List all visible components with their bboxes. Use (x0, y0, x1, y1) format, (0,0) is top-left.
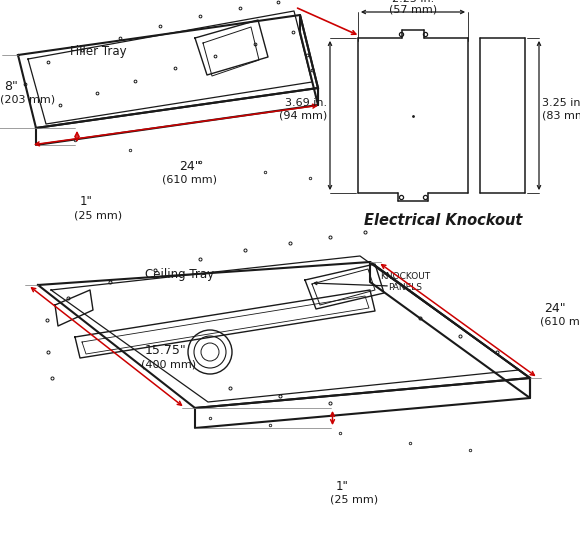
Text: 8": 8" (4, 80, 18, 93)
Text: 1": 1" (80, 195, 93, 208)
Text: 24": 24" (179, 160, 201, 173)
Text: (83 mm): (83 mm) (542, 111, 580, 121)
Text: (94 mm): (94 mm) (279, 111, 327, 121)
Text: (203 mm): (203 mm) (0, 95, 55, 105)
Text: (25 mm): (25 mm) (331, 495, 379, 505)
Text: (400 mm): (400 mm) (141, 360, 196, 370)
Text: Ceiling Tray: Ceiling Tray (145, 268, 214, 281)
Text: (610 mm): (610 mm) (162, 175, 218, 185)
Text: 24": 24" (544, 302, 566, 315)
Text: (25 mm): (25 mm) (74, 210, 122, 220)
Text: (610 mm): (610 mm) (540, 317, 580, 327)
Text: Electrical Knockout: Electrical Knockout (364, 213, 522, 228)
Text: 3.25 in.: 3.25 in. (542, 98, 580, 108)
Text: 2.25 in.: 2.25 in. (392, 0, 434, 4)
Text: 3.69 in.: 3.69 in. (285, 98, 327, 108)
Text: Filler Tray: Filler Tray (70, 45, 126, 58)
Text: KNOCKOUT
PANELS: KNOCKOUT PANELS (380, 272, 430, 292)
Text: (57 mm): (57 mm) (389, 5, 437, 15)
Text: 1": 1" (335, 480, 349, 493)
Text: 15.75": 15.75" (145, 345, 187, 358)
